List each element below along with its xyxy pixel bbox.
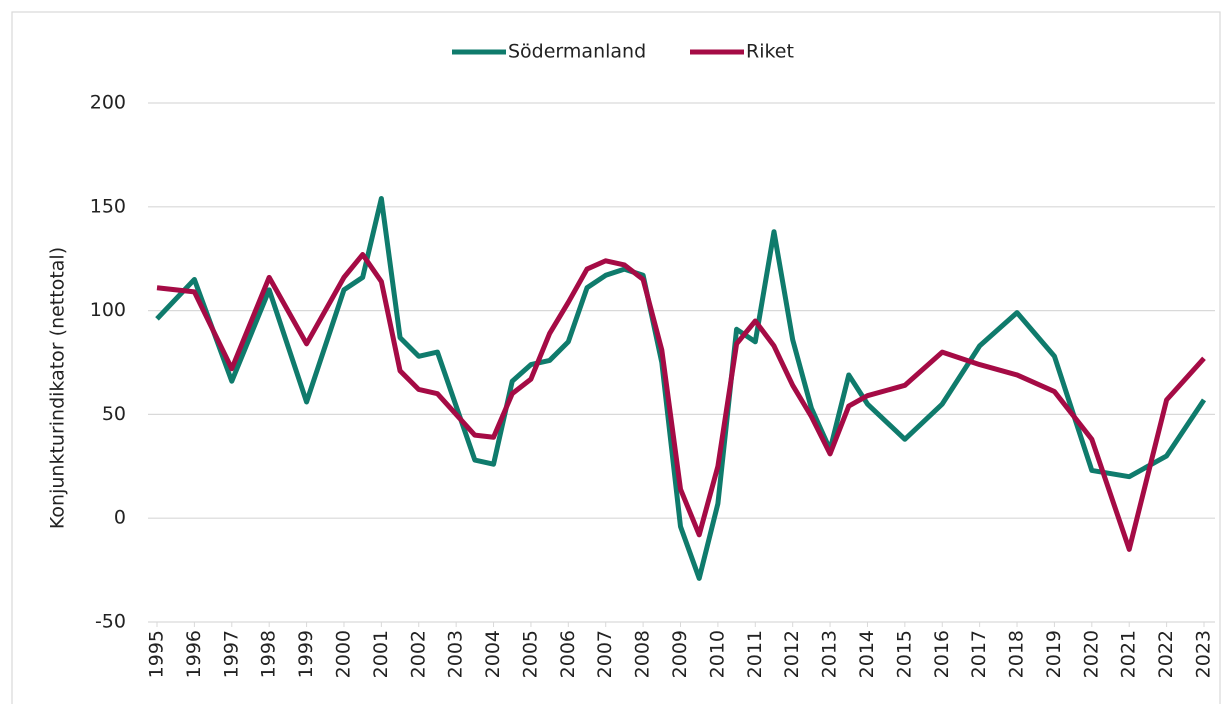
data-line: [156, 252, 1206, 552]
x-tick-label: 1996: [183, 630, 205, 678]
x-tick-label: 2000: [332, 630, 354, 678]
x-tick-label: 2004: [482, 630, 504, 678]
legend-label: Södermanland: [508, 41, 646, 63]
x-tick-label: 2008: [632, 630, 654, 678]
x-tick-label: 2018: [1006, 630, 1028, 678]
x-tick-label: 1997: [220, 630, 242, 678]
x-tick-label: 2021: [1118, 630, 1140, 678]
x-tick-label: 2016: [931, 630, 953, 678]
x-tick-label: 2012: [781, 630, 803, 678]
x-tick-label: 2006: [557, 630, 579, 678]
x-tick-label: 2010: [706, 630, 728, 678]
x-tick-label: 2023: [1193, 630, 1215, 678]
x-tick-label: 2003: [445, 630, 467, 678]
x-tick-label: 2009: [669, 630, 691, 678]
x-tick-label: 2022: [1155, 630, 1177, 678]
y-tick-label: -50: [95, 611, 126, 633]
y-tick-label: 50: [102, 403, 126, 425]
y-axis-label: Konjunkturindikator (nettotal): [47, 247, 69, 529]
y-tick-label: 0: [114, 507, 126, 529]
x-tick-label: 1995: [146, 630, 168, 678]
x-tick-label: 2001: [370, 630, 392, 678]
x-tick-label: 2007: [594, 630, 616, 678]
chart-border: [11, 11, 1221, 704]
x-tick-label: 1999: [295, 630, 317, 678]
x-tick-label: 2015: [893, 630, 915, 678]
x-tick-label: 2013: [819, 630, 841, 678]
x-tick-label: 2017: [968, 630, 990, 678]
x-tick-label: 2011: [744, 630, 766, 678]
x-tick-label: 2014: [856, 630, 878, 678]
legend-label: Riket: [746, 41, 794, 63]
x-tick-label: 1998: [258, 630, 280, 678]
y-tick-label: 150: [90, 195, 126, 217]
y-tick-label: 100: [90, 299, 126, 321]
x-tick-label: 2005: [519, 630, 541, 678]
x-tick-label: 2019: [1043, 630, 1065, 678]
y-tick-label: 200: [90, 92, 126, 114]
x-tick-label: 2002: [407, 630, 429, 678]
x-tick-label: 2020: [1080, 630, 1102, 678]
